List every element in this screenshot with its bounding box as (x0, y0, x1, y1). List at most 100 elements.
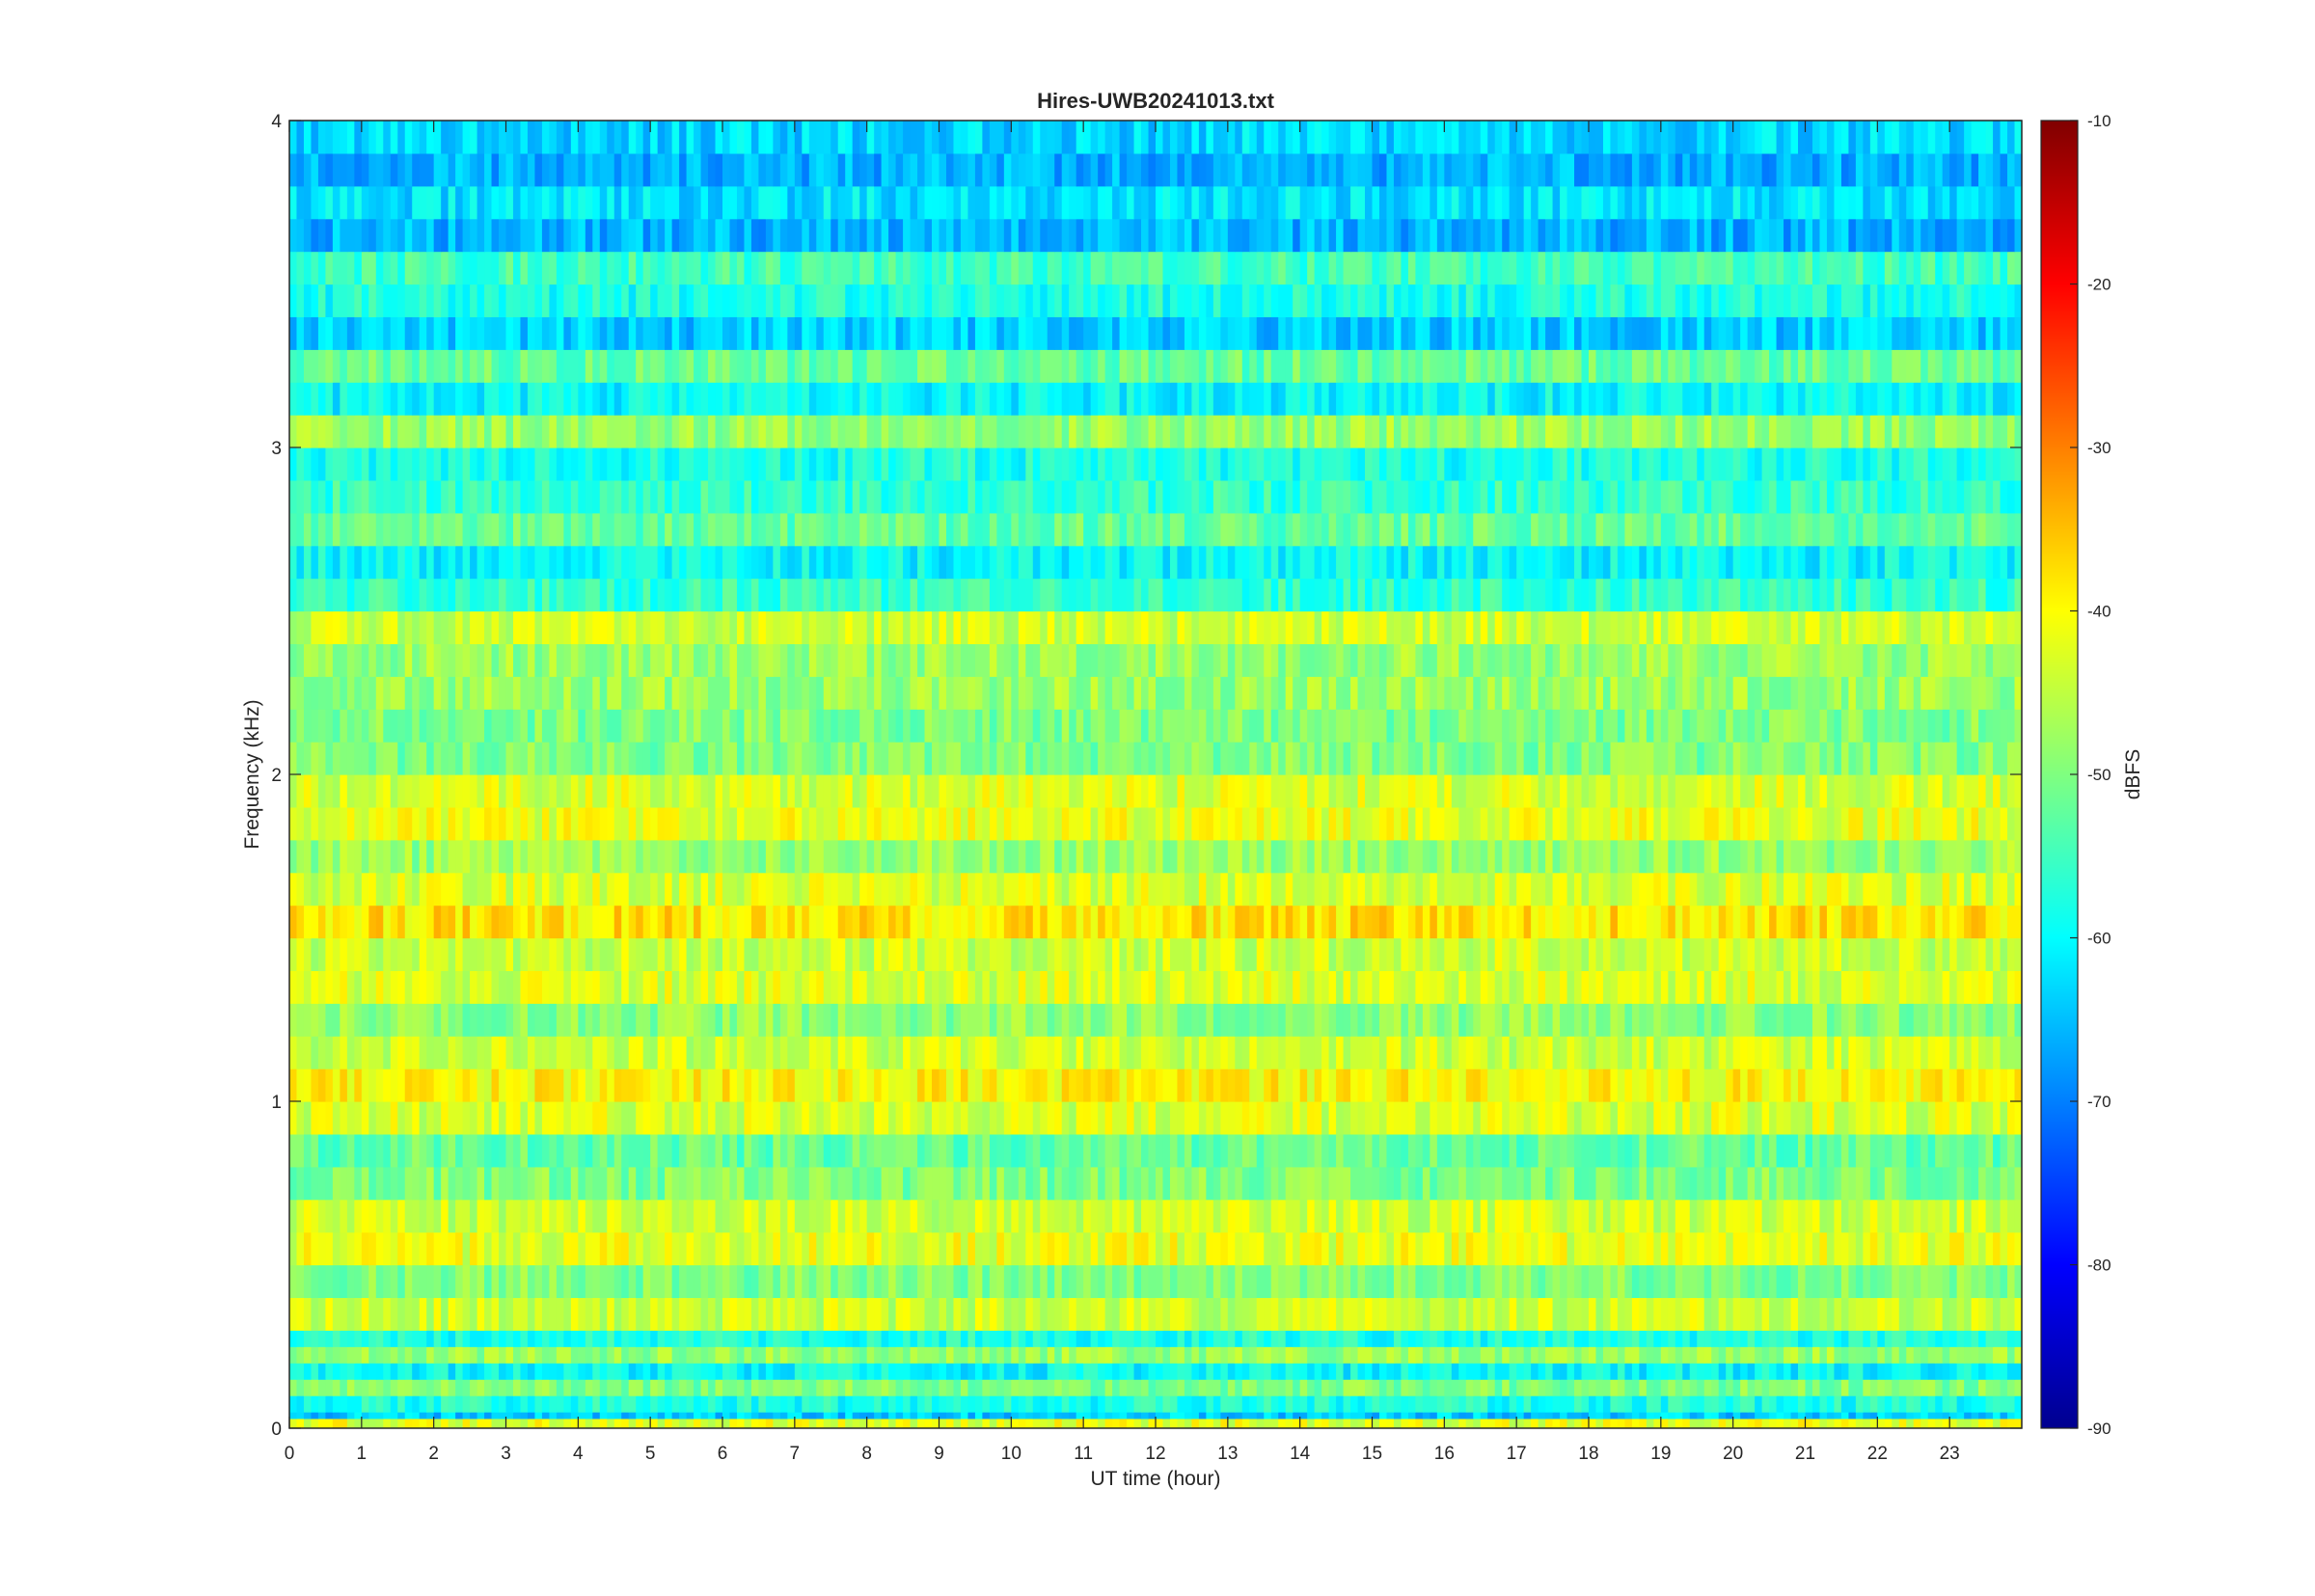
heatmap-cell (1198, 905, 1207, 939)
heatmap-cell (1811, 1264, 1821, 1298)
heatmap-cell (1631, 1166, 1640, 1201)
heatmap-cell (1639, 1231, 1648, 1266)
heatmap-cell (1848, 1036, 1857, 1069)
heatmap-cell (607, 1199, 615, 1233)
heatmap-cell (1581, 1069, 1590, 1102)
heatmap-cell (1487, 1003, 1496, 1037)
heatmap-cell (708, 1297, 717, 1331)
heatmap-cell (866, 937, 875, 971)
heatmap-cell (1357, 905, 1366, 939)
heatmap-cell (499, 970, 507, 1004)
heatmap-cell (1011, 1231, 1020, 1266)
heatmap-cell (1090, 937, 1099, 971)
heatmap-cell (945, 1264, 955, 1298)
heatmap-cell (613, 1166, 622, 1201)
heatmap-cell (520, 1133, 529, 1168)
heatmap-cell (1869, 1036, 1878, 1069)
heatmap-cell (1834, 1036, 1842, 1069)
heatmap-cell (578, 970, 586, 1004)
heatmap-cell (375, 970, 384, 1004)
heatmap-cell (470, 1297, 478, 1331)
heatmap-cell (303, 937, 313, 971)
heatmap-cell (1169, 1166, 1179, 1201)
heatmap-cell (1422, 1231, 1430, 1266)
heatmap-cell (1184, 1297, 1193, 1331)
heatmap-cell (1509, 905, 1517, 939)
heatmap-cell (455, 1036, 464, 1069)
heatmap-cell (1407, 937, 1416, 971)
heatmap-cell (765, 1069, 774, 1102)
heatmap-cell (694, 1133, 702, 1168)
heatmap-cell (448, 1036, 456, 1069)
heatmap-cell (2014, 1036, 2022, 1069)
heatmap-cell (888, 1133, 897, 1168)
heatmap-cell (1920, 1003, 1929, 1037)
heatmap-cell (744, 1133, 752, 1168)
heatmap-cell (1913, 1133, 1921, 1168)
heatmap-cell (1811, 937, 1821, 971)
heatmap-cell (1755, 1003, 1763, 1037)
heatmap-cell (1191, 1297, 1200, 1331)
heatmap-cell (585, 1036, 593, 1069)
heatmap-cell (700, 1003, 709, 1037)
heatmap-cell (1718, 970, 1727, 1004)
heatmap-cell (1365, 905, 1374, 939)
heatmap-cell (1913, 1264, 1921, 1298)
heatmap-cell (383, 905, 392, 939)
heatmap-cell (1407, 905, 1416, 939)
heatmap-cell (1212, 1297, 1221, 1331)
heatmap-cell (491, 1036, 500, 1069)
heatmap-cell (729, 1264, 738, 1298)
heatmap-cell (1726, 1199, 1734, 1233)
heatmap-cell (1378, 1231, 1388, 1266)
heatmap-cell (1104, 905, 1113, 939)
heatmap-cell (1018, 1166, 1026, 1201)
heatmap-cell (1964, 1069, 1973, 1102)
heatmap-cell (729, 1069, 738, 1102)
heatmap-cell (816, 1133, 825, 1168)
heatmap-cell (1840, 1297, 1849, 1331)
heatmap-cell (874, 1003, 883, 1037)
heatmap-cell (2000, 1036, 2008, 1069)
heatmap-cell (1884, 1133, 1893, 1168)
heatmap-cell (1718, 1133, 1727, 1168)
heatmap-cell (2007, 1036, 2016, 1069)
heatmap-cell (910, 937, 918, 971)
heatmap-cell (715, 1036, 723, 1069)
heatmap-cell (1256, 1101, 1265, 1135)
heatmap-cell (650, 937, 659, 971)
heatmap-cell (1653, 1199, 1662, 1233)
heatmap-cell (750, 1231, 760, 1266)
heatmap-cell (960, 1231, 969, 1266)
heatmap-cell (665, 1036, 673, 1069)
heatmap-cell (686, 1264, 694, 1298)
heatmap-cell (1473, 1003, 1482, 1037)
heatmap-cell (1321, 1264, 1330, 1298)
heatmap-cell (750, 1297, 760, 1331)
heatmap-cell (1848, 1264, 1857, 1298)
heatmap-cell (1278, 970, 1287, 1004)
heatmap-cell (1589, 1036, 1597, 1069)
heatmap-cell (484, 1199, 493, 1233)
heatmap-cell (722, 1133, 731, 1168)
heatmap-cell (397, 905, 406, 939)
heatmap-cell (1819, 1069, 1828, 1102)
heatmap-cell (534, 1199, 543, 1233)
heatmap-cell (1386, 937, 1395, 971)
heatmap-cell (642, 1101, 651, 1135)
heatmap-cell (1776, 1101, 1784, 1135)
heatmap-cell (642, 1231, 651, 1266)
heatmap-cell (1675, 1264, 1683, 1298)
heatmap-cell (1212, 937, 1221, 971)
heatmap-cell (903, 1166, 912, 1201)
heatmap-cell (599, 1003, 608, 1037)
heatmap-cell (722, 970, 731, 1004)
heatmap-cell (1660, 1101, 1669, 1135)
heatmap-cell (1220, 905, 1229, 939)
heatmap-cell (484, 1003, 493, 1037)
heatmap-cell (1119, 1003, 1128, 1037)
heatmap-cell (361, 1003, 369, 1037)
heatmap-cell (1473, 1036, 1482, 1069)
heatmap-cell (578, 1199, 586, 1233)
heatmap-cell (1660, 1166, 1669, 1201)
